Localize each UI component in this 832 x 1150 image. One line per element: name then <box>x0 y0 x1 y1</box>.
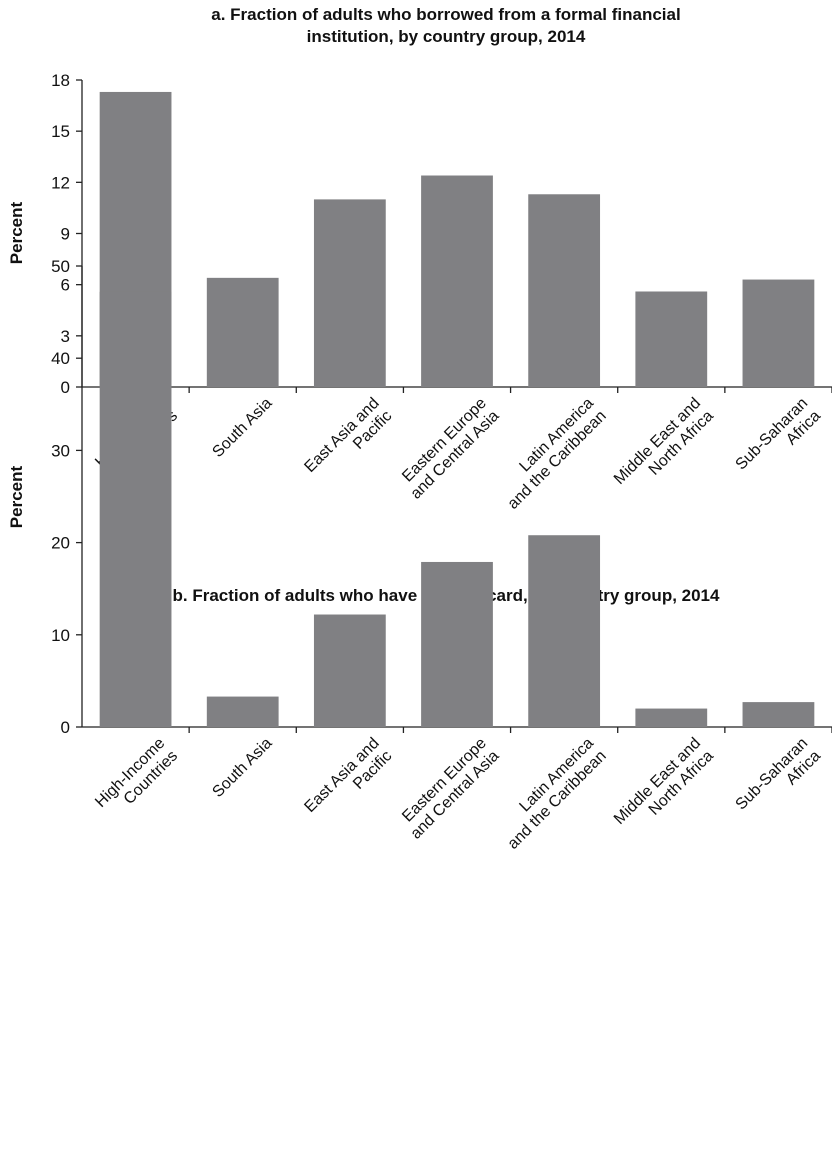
chart-a-bar <box>206 277 279 387</box>
chart-a-category-label-line: South Asia <box>209 395 275 461</box>
chart-b-category-label: South Asia <box>209 735 275 801</box>
chart-b-category-label: Latin Americaand the Caribbean <box>492 735 610 853</box>
chart-a-bar <box>742 279 815 387</box>
chart-a-y-tick-label: 3 <box>61 327 70 346</box>
chart-a-bar <box>528 194 601 387</box>
chart-b-category-label: East Asia andPacific <box>301 735 395 829</box>
chart-a-bar <box>635 291 708 387</box>
chart-b-y-tick-label: 10 <box>51 626 70 645</box>
chart-a-title-line-1: a. Fraction of adults who borrowed from … <box>211 5 681 24</box>
chart-a-bar <box>313 199 386 387</box>
chart-b-category-label: High-IncomeCountries <box>92 735 181 824</box>
chart-b-category-label: Sub-SaharanAfrica <box>733 735 824 826</box>
chart-a-title-line-2: institution, by country group, 2014 <box>306 27 586 46</box>
chart-a-y-tick-label: 12 <box>51 173 70 192</box>
chart-b-y-tick-label: 40 <box>51 349 70 368</box>
chart-a-category-label: Sub-SaharanAfrica <box>733 395 824 486</box>
chart-a-y-axis-label: Percent <box>7 201 26 264</box>
chart-b-y-tick-label: 0 <box>61 718 70 737</box>
chart-b-bar <box>528 535 601 727</box>
chart-b-y-axis-label: Percent <box>7 465 26 528</box>
chart-a-category-label: Eastern Europeand Central Asia <box>395 395 503 503</box>
chart-b-bar <box>99 291 172 727</box>
chart-b-bar <box>742 702 815 727</box>
chart-a-y-tick-label: 6 <box>61 276 70 295</box>
chart-b-y-tick-label: 30 <box>51 441 70 460</box>
chart-a-category-label: South Asia <box>209 395 275 461</box>
chart-a: a. Fraction of adults who borrowed from … <box>0 4 832 48</box>
chart-b-bar <box>206 696 279 727</box>
chart-a-y-tick-label: 18 <box>51 71 70 90</box>
chart-a-y-tick-label: 0 <box>61 378 70 397</box>
chart-a-y-tick-label: 9 <box>61 225 70 244</box>
chart-b-y-tick-label: 20 <box>51 534 70 553</box>
chart-b-y-tick-label: 50 <box>51 257 70 276</box>
chart-b-category-label: Middle East andNorth Africa <box>611 735 717 841</box>
chart-b-bar <box>313 614 386 727</box>
chart-b-bar <box>421 561 493 727</box>
chart-a-y-tick-label: 15 <box>51 122 70 141</box>
chart-b-bar <box>635 708 708 727</box>
chart-a-category-label: Latin Americaand the Caribbean <box>492 395 610 513</box>
chart-b-category-label-line: South Asia <box>209 735 275 801</box>
chart-a-category-label: East Asia andPacific <box>301 395 395 489</box>
chart-b-category-label: Eastern Europeand Central Asia <box>395 735 503 843</box>
chart-a-bar <box>421 175 493 387</box>
chart-a-category-label: Middle East andNorth Africa <box>611 395 717 501</box>
chart-a-title: a. Fraction of adults who borrowed from … <box>0 4 832 48</box>
